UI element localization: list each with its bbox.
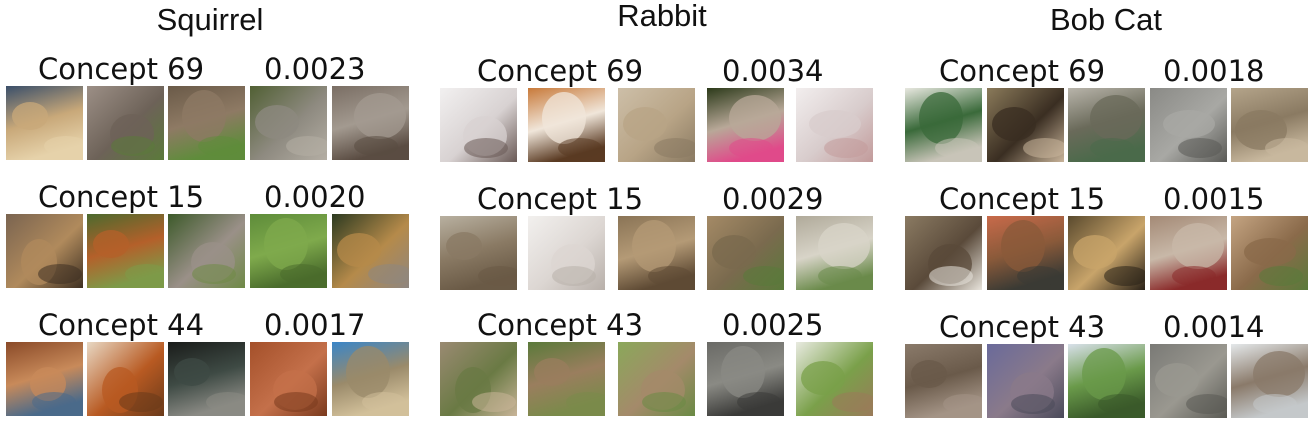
concept-header: Concept 69 0.0018: [896, 54, 1316, 88]
bobcat-standing-photo: [1150, 344, 1227, 418]
squirrel-side-photo: [6, 342, 83, 416]
concept-score: 0.0023: [264, 52, 366, 86]
squirrel-branch-photo: [87, 342, 164, 416]
rabbit-meadow-photo: [618, 342, 695, 416]
bobcat-person-photo: [987, 216, 1064, 290]
rabbit-ear-closeup-photo: [618, 216, 695, 290]
squirrel-portrait-photo: [332, 214, 409, 288]
concept-score: 0.0017: [264, 308, 366, 342]
concept-header: Concept 43 0.0025: [432, 308, 892, 342]
bobcat-profile-photo: [1068, 88, 1145, 162]
concept-label: Concept 44: [38, 308, 205, 342]
concept-score: 0.0020: [264, 180, 366, 214]
bobcat-snarl-photo: [1150, 216, 1227, 290]
concept-label: Concept 69: [38, 52, 205, 86]
bobcat-hill-photo: [1068, 344, 1145, 418]
image-strip: [0, 214, 420, 288]
concept-header: Concept 44 0.0017: [0, 308, 420, 342]
rabbit-yard-photo: [440, 216, 517, 290]
wild-rabbit-photo: [707, 216, 784, 290]
squirrel-grass-photo: [168, 86, 245, 160]
gray-rabbit-photo: [796, 216, 873, 290]
concept-header: Concept 15 0.0015: [896, 182, 1316, 216]
concept-label: Concept 15: [38, 180, 205, 214]
column-title: Bob Cat: [1049, 2, 1162, 37]
dark-rabbit-photo: [707, 342, 784, 416]
bobcat-column: Bob Cat Concept 69 0.0018 Concept 15 0.0…: [896, 0, 1316, 424]
concept-score: 0.0034: [722, 54, 824, 88]
concept-header: Concept 15 0.0020: [0, 180, 420, 214]
white-rabbit-photo: [440, 88, 517, 162]
image-strip: [896, 88, 1316, 162]
bobcat-face-photo: [987, 88, 1064, 162]
squirrel-sky-photo: [332, 342, 409, 416]
column-title: Squirrel: [156, 2, 264, 37]
concept-header: Concept 43 0.0014: [896, 310, 1316, 344]
image-strip: [432, 342, 892, 416]
squirrel-column: Squirrel Concept 69 0.0023 Concept 15 0.…: [0, 0, 420, 424]
squirrel-closeup-photo: [332, 86, 409, 160]
column-title: Rabbit: [617, 0, 707, 33]
bobcat-hand-photo: [905, 216, 982, 290]
squirrel-tail-photo: [6, 86, 83, 160]
concept-header: Concept 69 0.0023: [0, 52, 420, 86]
concept-score: 0.0015: [1163, 182, 1265, 216]
concept-score: 0.0029: [722, 182, 824, 216]
cream-rabbit-photo: [618, 88, 695, 162]
bobcat-twilight-photo: [987, 344, 1064, 418]
squirrel-standing-photo: [168, 214, 245, 288]
concept-score: 0.0018: [1163, 54, 1265, 88]
concept-label: Concept 15: [477, 182, 644, 216]
brown-rabbit-photo: [528, 88, 605, 162]
image-strip: [896, 216, 1316, 290]
rabbit-grass-photo: [528, 342, 605, 416]
squirrel-fur-photo: [250, 342, 327, 416]
image-strip: [896, 344, 1316, 418]
image-strip: [0, 86, 420, 160]
concept-label: Concept 69: [939, 54, 1106, 88]
squirrel-window-photo: [168, 342, 245, 416]
rabbit-nose-photo: [796, 88, 873, 162]
bobcat-body-photo: [1150, 88, 1227, 162]
image-strip: [432, 216, 892, 290]
bobcat-closeup-photo: [1231, 216, 1308, 290]
rabbit-flowers-photo: [796, 342, 873, 416]
image-strip: [432, 88, 892, 162]
rabbit-column: Rabbit Concept 69 0.0034 Concept 15 0.00…: [432, 0, 892, 424]
gray-squirrel-photo: [250, 86, 327, 160]
red-squirrel-photo: [87, 214, 164, 288]
rabbit-field-photo: [440, 342, 517, 416]
concept-label: Concept 43: [477, 308, 644, 342]
bobcat-eye-photo: [1231, 88, 1308, 162]
bobcat-den-photo: [1068, 216, 1145, 290]
squirrel-face-photo: [6, 214, 83, 288]
image-strip: [0, 342, 420, 416]
concept-score: 0.0014: [1163, 310, 1265, 344]
concept-header: Concept 15 0.0029: [432, 182, 892, 216]
concept-header: Concept 69 0.0034: [432, 54, 892, 88]
rabbit-ears-photo: [707, 88, 784, 162]
concept-score: 0.0025: [722, 308, 824, 342]
bobcat-snow-photo: [1231, 344, 1308, 418]
bobcat-rocks-photo: [905, 344, 982, 418]
bobcat-fur-photo: [905, 88, 982, 162]
lawn-squirrel-photo: [250, 214, 327, 288]
squirrel-eating-photo: [87, 86, 164, 160]
concept-label: Concept 15: [939, 182, 1106, 216]
concept-label: Concept 43: [939, 310, 1106, 344]
fluffy-rabbit-photo: [528, 216, 605, 290]
concept-label: Concept 69: [477, 54, 644, 88]
